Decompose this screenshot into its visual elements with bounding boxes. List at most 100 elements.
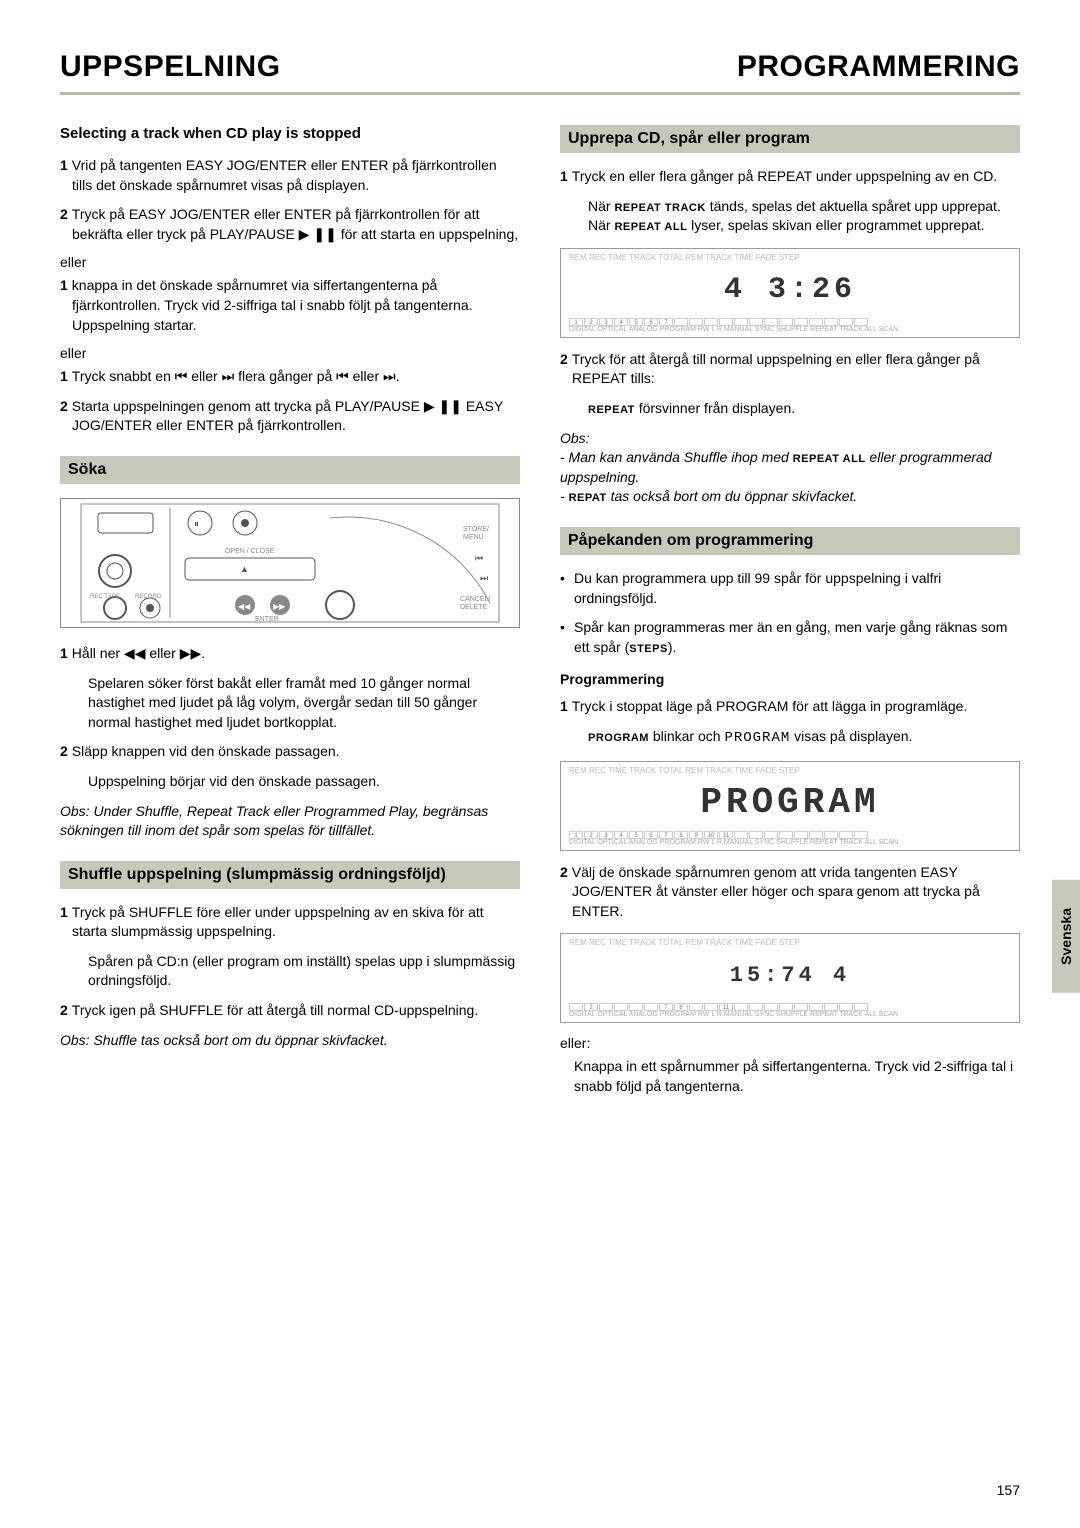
repeat-obs1-small: REPEAT ALL bbox=[793, 453, 866, 465]
svg-text:⏮: ⏮ bbox=[475, 553, 483, 563]
shuffle-item-2-text: Tryck igen på SHUFFLE för att återgå til… bbox=[72, 1002, 478, 1018]
prog-sub1b: blinkar och bbox=[649, 728, 724, 744]
sec1-item-1-text: Vrid på tangenten EASY JOG/ENTER eller E… bbox=[72, 157, 497, 193]
soka-sub-2: Uppspelning börjar vid den önskade passa… bbox=[60, 772, 520, 792]
repeat-title: Upprepa CD, spår eller program bbox=[560, 125, 1020, 153]
language-tab: Svenska bbox=[1052, 880, 1080, 993]
page-number: 157 bbox=[997, 1482, 1020, 1498]
eller-2: eller bbox=[60, 345, 520, 361]
lcd3-main: 15:74 4 bbox=[569, 947, 1011, 1003]
lcd3-trackboxes: 27811 bbox=[569, 1003, 1011, 1011]
repeat-sub1a: När bbox=[588, 198, 614, 214]
lcd1-trackboxes: 1234567 bbox=[569, 318, 1011, 326]
lcd1-main: 4 3:26 bbox=[569, 262, 1011, 318]
shuffle-item-2: 2Tryck igen på SHUFFLE för att återgå ti… bbox=[60, 1001, 520, 1021]
sec1-alt2b-text: Starta uppspelningen genom att trycka på… bbox=[72, 398, 503, 434]
soka-obs: Obs: Under Shuffle, Repeat Track eller P… bbox=[60, 802, 520, 841]
repeat-item-2-text: Tryck för att återgå till normal uppspel… bbox=[572, 351, 980, 387]
sec1-alt2a-text: Tryck snabbt en ⏮ eller ⏭ flera gånger p… bbox=[72, 368, 400, 384]
prog-item-1: 1Tryck i stoppat läge på PROGRAM för att… bbox=[560, 697, 1020, 717]
prog-item-2-text: Välj de önskade spårnumren genom att vri… bbox=[572, 864, 980, 919]
prog-note-2: Spår kan programmeras mer än en gång, me… bbox=[560, 618, 1020, 657]
sec1-item-2: 2Tryck på EASY JOG/ENTER eller ENTER på … bbox=[60, 205, 520, 244]
repeat-item-2: 2Tryck för att återgå till normal uppspe… bbox=[560, 350, 1020, 389]
prog-sub1-lcd: PROGRAM bbox=[724, 730, 790, 746]
repeat-obs-block: Obs: - Man kan använda Shuffle ihop med … bbox=[560, 429, 1020, 507]
repeat-sub-1: När REPEAT TRACK tänds, spelas det aktue… bbox=[560, 197, 1020, 236]
svg-text:REC TYPE: REC TYPE bbox=[90, 594, 120, 600]
sec1-item-1: 1Vrid på tangenten EASY JOG/ENTER eller … bbox=[60, 156, 520, 195]
svg-text:⏸: ⏸ bbox=[194, 519, 199, 530]
svg-text:CANCEL/: CANCEL/ bbox=[460, 596, 490, 603]
programmering-heading: Programmering bbox=[560, 671, 1020, 687]
prog-sub-1: PROGRAM blinkar och PROGRAM visas på dis… bbox=[560, 727, 1020, 749]
svg-text:DELETE: DELETE bbox=[460, 604, 488, 611]
svg-text:OPEN / CLOSE: OPEN / CLOSE bbox=[225, 548, 275, 555]
svg-text:RECORD: RECORD bbox=[135, 594, 162, 600]
repeat-sub2-small: REPEAT bbox=[588, 404, 635, 416]
repeat-small-1: REPEAT TRACK bbox=[614, 202, 705, 214]
lcd3-top: REM REC TIME TRACK TOTAL REM TRACK TIME … bbox=[569, 938, 1011, 947]
header-left-title: UPPSPELNING bbox=[60, 50, 281, 84]
prog-note2b: ). bbox=[668, 639, 677, 655]
control-panel-diagram: ⏸ ▲ OPEN / CLOSE ◀◀ ▶▶ ENTER STORE/ MENU… bbox=[60, 498, 520, 628]
sec1-alt2b: 2Starta uppspelningen genom att trycka p… bbox=[60, 397, 520, 436]
shuffle-sub-1: Spåren på CD:n (eller program om inställ… bbox=[60, 952, 520, 991]
repeat-obs1a: - Man kan använda Shuffle ihop med bbox=[560, 449, 793, 465]
sec1-alt1-text: knappa in det önskade spårnumret via sif… bbox=[72, 277, 473, 332]
main-columns: Selecting a track when CD play is stoppe… bbox=[60, 125, 1020, 1104]
repeat-obs2-small: REPAT bbox=[569, 492, 607, 504]
page-header: UPPSPELNING PROGRAMMERING bbox=[60, 50, 1020, 95]
prog-sub1d: visas på displayen. bbox=[790, 728, 912, 744]
prog-item-2: 2Välj de önskade spårnumren genom att vr… bbox=[560, 863, 1020, 922]
header-right-title: PROGRAMMERING bbox=[737, 50, 1020, 84]
prog-note2-small: STEPS bbox=[629, 643, 668, 655]
lcd2-bottom: DIGITAL OPTICAL ANALOG PROGRAM RW L R MA… bbox=[569, 839, 1011, 846]
soka-item-2: 2Släpp knappen vid den önskade passagen. bbox=[60, 742, 520, 762]
svg-text:▲: ▲ bbox=[240, 564, 249, 574]
lcd2-main: PROGRAM bbox=[569, 775, 1011, 831]
svg-text:▶▶: ▶▶ bbox=[273, 602, 286, 611]
lcd1-bottom: DIGITAL OPTICAL ANALOG PROGRAM RW L R MA… bbox=[569, 326, 1011, 333]
shuffle-title: Shuffle uppspelning (slumpmässig ordning… bbox=[60, 861, 520, 889]
lcd3-bottom: DIGITAL OPTICAL ANALOG PROGRAM RW L R MA… bbox=[569, 1011, 1011, 1018]
soka-item-1-text: Håll ner ◀◀ eller ▶▶. bbox=[72, 645, 205, 661]
prog-note-1: Du kan programmera upp till 99 spår för … bbox=[560, 569, 1020, 608]
eller-1: eller bbox=[60, 254, 520, 270]
lcd-display-3: REM REC TIME TRACK TOTAL REM TRACK TIME … bbox=[560, 933, 1020, 1023]
shuffle-obs: Obs: Shuffle tas också bort om du öppnar… bbox=[60, 1031, 520, 1051]
prog-notes-title: Påpekanden om programmering bbox=[560, 527, 1020, 555]
soka-sub-1: Spelaren söker först bakåt eller framåt … bbox=[60, 674, 520, 733]
prog-sub1-small: PROGRAM bbox=[588, 732, 649, 744]
lcd-display-2: REM REC TIME TRACK TOTAL REM TRACK TIME … bbox=[560, 761, 1020, 851]
repeat-obs-label: Obs: bbox=[560, 429, 1020, 449]
svg-text:MENU: MENU bbox=[463, 534, 484, 541]
repeat-obs2b: tas också bort om du öppnar skivfacket. bbox=[607, 488, 858, 504]
soka-item-2-text: Släpp knappen vid den önskade passagen. bbox=[72, 743, 340, 759]
svg-text:◀◀: ◀◀ bbox=[238, 602, 251, 611]
soka-item-1: 1Håll ner ◀◀ eller ▶▶. bbox=[60, 644, 520, 664]
repeat-item-1: 1Tryck en eller flera gånger på REPEAT u… bbox=[560, 167, 1020, 187]
repeat-obs2a: - bbox=[560, 488, 569, 504]
shuffle-item-1-text: Tryck på SHUFFLE före eller under uppspe… bbox=[72, 904, 484, 940]
shuffle-item-1: 1Tryck på SHUFFLE före eller under uppsp… bbox=[60, 903, 520, 942]
repeat-small-2: REPEAT ALL bbox=[614, 221, 687, 233]
prog-eller-text: Knappa in ett spårnummer på siffertangen… bbox=[560, 1057, 1020, 1096]
svg-text:STORE/: STORE/ bbox=[463, 526, 489, 533]
lcd2-top: REM REC TIME TRACK TOTAL REM TRACK TIME … bbox=[569, 766, 1011, 775]
right-column: Upprepa CD, spår eller program 1Tryck en… bbox=[560, 125, 1020, 1104]
left-column: Selecting a track when CD play is stoppe… bbox=[60, 125, 520, 1104]
repeat-sub-2: REPEAT försvinner från displayen. bbox=[560, 399, 1020, 419]
sec1-alt1: 1knappa in det önskade spårnumret via si… bbox=[60, 276, 520, 335]
repeat-sub1c: lyser, spelas skivan eller programmet up… bbox=[687, 217, 984, 233]
soka-title: Söka bbox=[60, 456, 520, 484]
prog-eller: eller: bbox=[560, 1035, 1020, 1051]
repeat-sub2b: försvinner från displayen. bbox=[635, 400, 795, 416]
repeat-obs-1: - Man kan använda Shuffle ihop med REPEA… bbox=[560, 448, 1020, 487]
repeat-item-1-text: Tryck en eller flera gånger på REPEAT un… bbox=[572, 168, 997, 184]
lcd2-trackboxes: 1234567891011 bbox=[569, 831, 1011, 839]
svg-text:ENTER: ENTER bbox=[255, 616, 279, 623]
prog-item-1-text: Tryck i stoppat läge på PROGRAM för att … bbox=[572, 698, 968, 714]
sec1-title: Selecting a track when CD play is stoppe… bbox=[60, 125, 520, 142]
lcd1-top: REM REC TIME TRACK TOTAL REM TRACK TIME … bbox=[569, 253, 1011, 262]
